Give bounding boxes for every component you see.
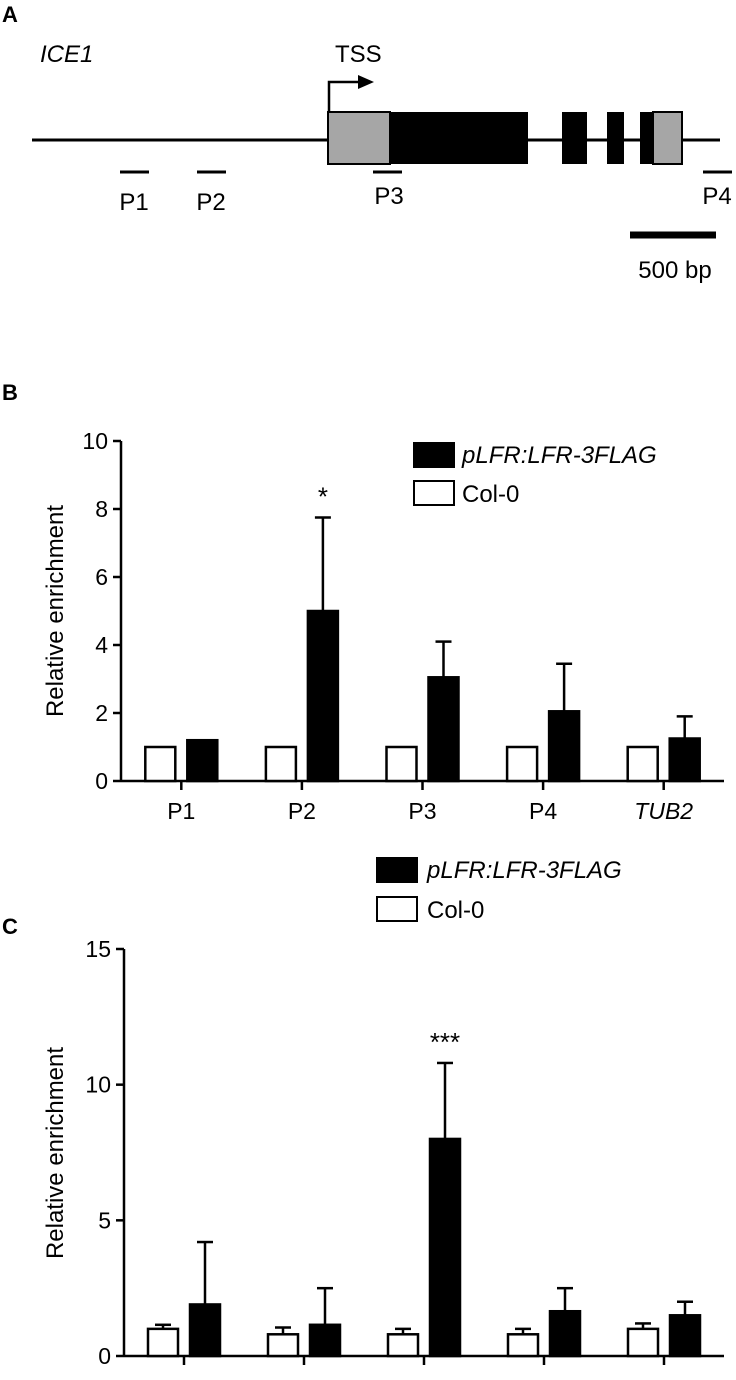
panel-c-letter: C: [2, 914, 18, 939]
scale-bar-label: 500 bp: [638, 257, 711, 284]
y-tick-label: 15: [85, 936, 111, 962]
legend-label-lfr: pLFR:LFR-3FLAG: [461, 442, 657, 469]
y-axis-label: Relative enrichment: [42, 1047, 69, 1259]
probe-p3-label: P3: [374, 183, 403, 210]
y-tick-label: 4: [95, 632, 108, 658]
bar-lfr: [428, 1137, 462, 1358]
bar-col0: [506, 1333, 540, 1358]
y-tick-label: 10: [85, 1072, 111, 1098]
legend-label-col0: Col-0: [427, 897, 484, 924]
x-tick-label: P4: [529, 798, 557, 824]
bar-col0: [146, 1327, 180, 1358]
legend-swatch-col0: [376, 896, 418, 922]
y-tick-label: 8: [95, 496, 108, 522]
bar-col0: [385, 745, 418, 783]
bar-lfr: [548, 1309, 582, 1358]
legend-swatch-lfr: [376, 857, 418, 883]
legend-label-lfr: pLFR:LFR-3FLAG: [426, 857, 622, 884]
panel-a-gene-diagram: A ICE1 TSS P1 P2 P3 P4 500 bp: [2, 2, 732, 284]
y-axis-label: Relative enrichment: [42, 505, 69, 717]
panel-b-legend: pLFR:LFR-3FLAG Col-0: [413, 442, 657, 508]
y-tick-label: 6: [95, 564, 108, 590]
y-tick-label: 2: [95, 700, 108, 726]
utr-5prime: [327, 111, 391, 165]
exon-2: [562, 112, 587, 164]
x-tick-label: P3: [408, 798, 436, 824]
panel-c-chart: C pLFR:LFR-3FLAG Col-0 0 5 10 15 Relative en…: [2, 857, 724, 1380]
bar-col0: [386, 1333, 420, 1358]
legend-swatch-lfr: [413, 442, 455, 468]
bar-col0: [144, 745, 177, 783]
tss-arrowhead-icon: [358, 75, 374, 89]
legend-label-col0: Col-0: [462, 481, 519, 508]
probe-p2-label: P2: [196, 189, 225, 216]
y-tick-label: 10: [82, 428, 108, 454]
significance-marker: *: [318, 482, 328, 512]
y-tick-label: 0: [95, 768, 108, 794]
bar-col0: [264, 745, 298, 783]
probe-p1-label: P1: [119, 189, 148, 216]
x-tick-label: TUB2: [634, 798, 693, 824]
panel-a-letter: A: [2, 2, 18, 27]
bar-lfr: [306, 609, 340, 783]
x-tick-label: P1: [167, 798, 195, 824]
bar-col0: [626, 745, 659, 783]
panel-b-letter: B: [2, 380, 18, 405]
x-tick-label: P2: [288, 798, 316, 824]
bar-lfr: [668, 1314, 702, 1358]
significance-marker: ***: [430, 1027, 460, 1057]
exon-3: [607, 112, 624, 164]
exon-4: [640, 112, 654, 164]
bar-lfr: [668, 737, 701, 783]
y-tick-label: 0: [98, 1343, 111, 1369]
probe-p4-label: P4: [702, 183, 731, 210]
y-tick-label: 5: [98, 1207, 111, 1233]
tss-arrow-icon: [327, 80, 360, 112]
bar-lfr: [547, 710, 581, 783]
exon-1: [390, 112, 528, 164]
bar-lfr: [308, 1323, 342, 1358]
bar-lfr: [186, 738, 219, 783]
gene-name-label: ICE1: [40, 41, 93, 68]
bar-col0: [505, 745, 539, 783]
panel-b-chart: B pLFR:LFR-3FLAG Col-0 0 2 4 6 8 10 Relative e…: [2, 380, 724, 824]
bar-lfr: [188, 1303, 222, 1358]
legend-swatch-col0: [413, 480, 455, 506]
bar-col0: [626, 1327, 660, 1358]
tss-label: TSS: [335, 41, 382, 68]
bar-lfr: [427, 676, 460, 783]
panel-c-legend: pLFR:LFR-3FLAG Col-0: [376, 857, 622, 924]
utr-3prime: [652, 111, 683, 165]
bar-col0: [266, 1333, 300, 1358]
